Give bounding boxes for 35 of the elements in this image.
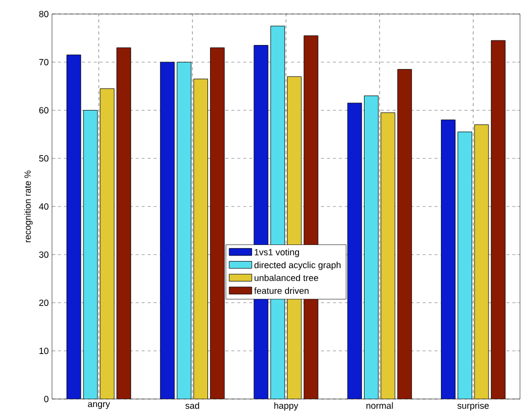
bar xyxy=(347,102,362,399)
y-tick-label: 50 xyxy=(39,155,48,162)
legend-label: feature driven xyxy=(254,287,308,294)
bar xyxy=(100,88,114,399)
y-tick-label: 10 xyxy=(39,348,48,354)
bar xyxy=(490,40,506,399)
x-tick-label: surprise xyxy=(457,402,489,411)
bar xyxy=(160,62,175,399)
legend-label: unbalanced tree xyxy=(254,274,318,282)
legend-label: 1vs1 voting xyxy=(254,248,299,258)
y-tick-label: 0 xyxy=(44,396,48,402)
x-tick-label: sad xyxy=(185,402,200,409)
bar xyxy=(397,69,412,399)
y-tick-label: 60 xyxy=(39,107,48,114)
bar xyxy=(83,110,98,399)
bar xyxy=(380,112,396,399)
bar xyxy=(210,47,225,399)
bar xyxy=(474,124,489,399)
bar xyxy=(193,78,208,399)
bar xyxy=(66,54,82,399)
y-tick-label: 20 xyxy=(39,300,48,306)
bar xyxy=(440,120,456,399)
x-tick-label: angry xyxy=(88,402,110,409)
y-tick-label: 70 xyxy=(39,58,48,66)
bar xyxy=(364,96,379,399)
x-tick-label: normal xyxy=(366,402,393,409)
bar xyxy=(176,62,192,399)
y-tick-label: 30 xyxy=(39,251,48,258)
legend-label: directed acyclic graph xyxy=(254,262,341,270)
y-tick-label: 40 xyxy=(38,203,48,210)
y-tick-label: 80 xyxy=(39,10,48,18)
x-tick-label: happy xyxy=(274,402,298,411)
bar xyxy=(116,47,132,399)
bar xyxy=(458,132,472,399)
y-axis-title: recognition rate % xyxy=(24,170,33,242)
